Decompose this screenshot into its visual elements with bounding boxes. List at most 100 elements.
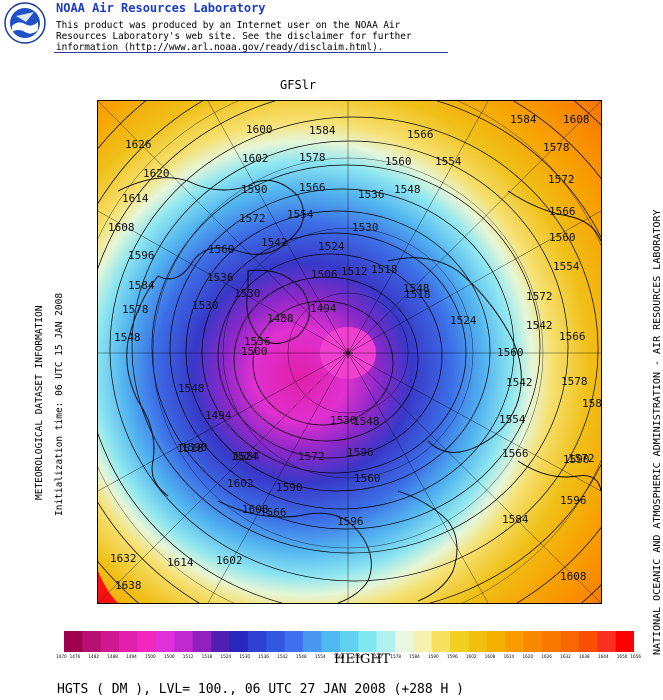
- scale-tick-label: 1638: [579, 654, 590, 659]
- contour-label: 1584: [128, 279, 155, 292]
- disclaimer-line-2: Resources Laboratory's web site. See the…: [56, 31, 412, 42]
- contour-label: 1554: [287, 208, 314, 221]
- scale-swatch: [542, 631, 561, 652]
- scale-tick-label: 1494: [126, 654, 137, 659]
- contour-label: 1560: [385, 155, 412, 168]
- contour-label: 1548: [114, 331, 141, 344]
- contour-label: 1542: [526, 319, 553, 332]
- scale-swatch: [229, 631, 249, 652]
- contour-label: 1600: [246, 123, 273, 136]
- scale-swatch: [358, 631, 377, 652]
- scale-tick-label: 1548: [296, 654, 307, 659]
- contour-label: 1518: [371, 263, 398, 276]
- height-map: 1600 1584 1566 1584 1608 1626 1602 1578 1560 1554…: [97, 100, 602, 604]
- contour-label: 1590: [563, 453, 590, 466]
- contour-label: 1572: [548, 173, 575, 186]
- scale-swatch: [505, 631, 524, 652]
- model-title: GFSlr: [280, 78, 317, 92]
- scale-tick-label: 1518: [202, 654, 213, 659]
- scale-swatch: [321, 631, 341, 652]
- contour-label: 1572: [298, 450, 325, 463]
- scale-swatch: [339, 631, 359, 652]
- contour-label: 1584: [582, 397, 601, 410]
- contour-label: 1494: [205, 409, 232, 422]
- contour-label: 1530: [352, 221, 379, 234]
- contour-label: 1584: [510, 113, 537, 126]
- scale-swatch: [100, 631, 120, 652]
- scale-swatch: [155, 631, 175, 652]
- scale-tick-label: 1602: [466, 654, 477, 659]
- scale-swatch: [597, 631, 616, 652]
- scale-swatch: [266, 631, 285, 652]
- contour-label: 1590: [181, 441, 208, 454]
- scale-swatch: [450, 631, 469, 652]
- color-scale-labels: 1470 1476 1482 1488 1494 1500 1506 1512 1518 1524…: [56, 654, 641, 659]
- contour-label: 1566: [549, 205, 576, 218]
- contour-label: 1560: [354, 472, 381, 485]
- contour-label: 1548: [178, 382, 205, 395]
- contour-label: 1626: [125, 138, 152, 151]
- contour-label: 1584: [309, 124, 336, 137]
- contour-label: 1596: [128, 249, 155, 262]
- contour-label: 1602: [216, 554, 243, 567]
- contour-label: 1596: [560, 494, 587, 507]
- agency-label: NATIONAL OCEANIC AND ATMOSPHERIC ADMINIS…: [652, 209, 663, 655]
- scale-tick-label: 1482: [88, 654, 99, 659]
- scale-tick-label: 1584: [409, 654, 420, 659]
- contour-label: 1614: [122, 192, 149, 205]
- contour-label: 1554: [499, 413, 526, 426]
- contour-label: 1512: [341, 265, 368, 278]
- scale-tick-label: 1656: [630, 654, 641, 659]
- contour-label: 1560: [549, 231, 576, 244]
- variable-title: HEIGHT: [334, 652, 391, 667]
- scale-tick-label: 1554: [315, 654, 326, 659]
- contour-label: 1500: [241, 345, 268, 358]
- scale-swatch: [431, 631, 451, 652]
- scale-swatch: [211, 631, 230, 652]
- contour-label: 1566: [502, 447, 529, 460]
- scale-tick-label: 1644: [598, 654, 609, 659]
- contour-label: 1596: [337, 515, 364, 528]
- contour-label: 1560: [497, 346, 524, 359]
- contour-label: 1542: [506, 376, 533, 389]
- scale-tick-label: 1542: [277, 654, 288, 659]
- scale-swatch: [486, 631, 506, 652]
- scale-tick-label: 1512: [183, 654, 194, 659]
- scale-tick-label: 1560: [334, 654, 345, 659]
- scale-tick-label: 1626: [541, 654, 552, 659]
- contour-label: 1572: [239, 212, 266, 225]
- contour-label: 1578: [561, 375, 588, 388]
- scale-tick-label: 1632: [560, 654, 571, 659]
- contour-label: 1566: [407, 128, 434, 141]
- contour-label: 1524: [231, 450, 258, 463]
- contour-label: 1578: [543, 141, 570, 154]
- contour-label: 1548: [353, 415, 380, 428]
- scale-tick-label: 1590: [428, 654, 439, 659]
- height-map-canvas: 1600 1584 1566 1584 1608 1626 1602 1578 1560 1554…: [98, 101, 601, 603]
- contour-label: 1566: [260, 506, 287, 519]
- scale-swatch: [192, 631, 212, 652]
- disclaimer-line-3: information (http://www.arl.noaa.gov/rea…: [56, 42, 384, 53]
- scale-tick-label: 1524: [220, 654, 231, 659]
- contour-label: 1530: [234, 287, 261, 300]
- scale-swatch: [82, 631, 102, 652]
- scale-swatch: [137, 631, 157, 652]
- contour-label: 1572: [568, 452, 595, 465]
- contour-label: 1536: [358, 188, 385, 201]
- scale-tick-label: 1614: [504, 654, 515, 659]
- contour-label: 1530: [330, 414, 357, 427]
- scale-swatch: [578, 631, 598, 652]
- scale-tick-label: 1572: [371, 654, 382, 659]
- dataset-info-label: METEOROLOGICAL DATASET INFORMATION: [34, 305, 45, 500]
- scale-swatch: [523, 631, 543, 652]
- contour-label: 1602: [242, 152, 269, 165]
- org-title: NOAA Air Resources Laboratory: [56, 1, 266, 15]
- contour-label: 1584: [502, 513, 529, 526]
- scale-swatch: [247, 631, 267, 652]
- scale-swatch: [303, 631, 322, 652]
- scale-tick-label: 1578: [390, 654, 401, 659]
- contour-label: 1548: [394, 183, 421, 196]
- contour-label: 1560: [208, 243, 235, 256]
- scale-swatch: [560, 631, 580, 652]
- contour-label: 1554: [435, 155, 462, 168]
